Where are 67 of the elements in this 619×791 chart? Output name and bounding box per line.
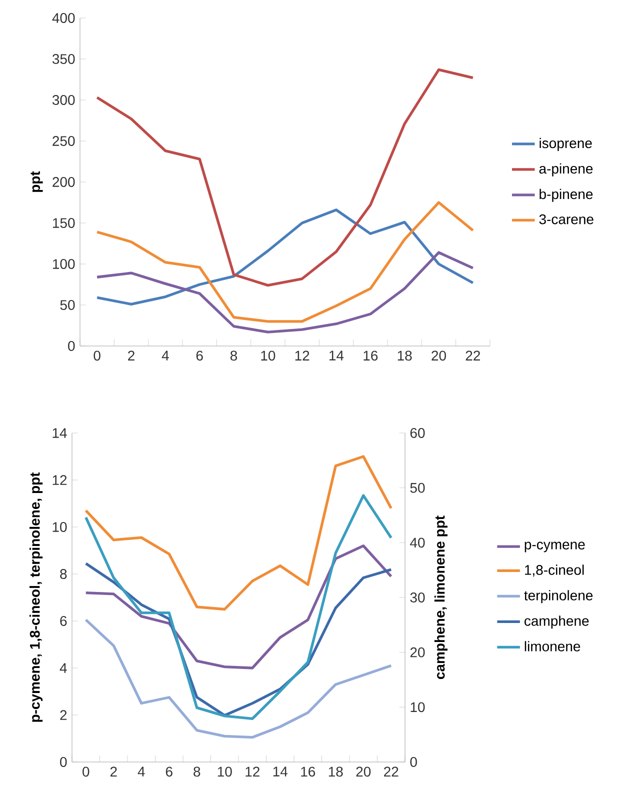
y-tick-label: 200 bbox=[52, 177, 75, 187]
y2-tick-label: 0 bbox=[410, 757, 417, 767]
y2-tick-label: 60 bbox=[410, 428, 425, 438]
legend-label: limonene bbox=[524, 641, 580, 652]
y2-tick-label: 20 bbox=[410, 647, 425, 658]
x-tick-label: 16 bbox=[301, 766, 316, 777]
legend-label: camphene bbox=[524, 616, 589, 629]
y-axis-title: p-cymene, 1,8-cineol, terpinolene, ppt bbox=[30, 472, 43, 722]
y-tick-label: 0 bbox=[68, 341, 75, 351]
y-tick-label: 0 bbox=[60, 757, 67, 767]
legend-label: terpinolene bbox=[524, 590, 593, 604]
y-tick-label: 6 bbox=[60, 616, 67, 626]
x-tick-label: 8 bbox=[194, 766, 200, 777]
x-tick-label: 20 bbox=[432, 350, 446, 361]
x-tick-label: 16 bbox=[364, 350, 378, 361]
y-tick-label: 100 bbox=[52, 259, 75, 269]
y-tick-label: 150 bbox=[52, 218, 75, 228]
y-tick-label: 300 bbox=[52, 95, 75, 105]
y-tick-label: 250 bbox=[52, 136, 75, 146]
y-tick-label: 8 bbox=[60, 569, 67, 579]
y-tick-label: 2 bbox=[60, 710, 67, 720]
line-series bbox=[96, 208, 474, 306]
y-tick-label: 14 bbox=[52, 428, 67, 438]
legend-label: 1,8-cineol bbox=[525, 564, 584, 577]
legend-label: a-pinene bbox=[539, 163, 593, 176]
line-series bbox=[84, 494, 392, 720]
line-series bbox=[96, 68, 474, 287]
y-tick-label: 400 bbox=[52, 13, 75, 23]
y2-axis-title: camphene, limonene ppt bbox=[434, 516, 448, 680]
x-tick-label: 12 bbox=[246, 766, 260, 776]
x-tick-label: 6 bbox=[196, 350, 203, 361]
x-tick-label: 14 bbox=[273, 766, 288, 776]
line-series bbox=[96, 201, 474, 323]
y-tick-label: 12 bbox=[52, 475, 67, 485]
x-tick-label: 20 bbox=[356, 766, 371, 777]
y2-tick-label: 30 bbox=[410, 592, 425, 602]
x-tick-label: 22 bbox=[384, 766, 398, 776]
x-tick-label: 12 bbox=[295, 350, 310, 360]
x-tick-label: 6 bbox=[166, 766, 172, 777]
y-axis-title: ppt bbox=[30, 171, 43, 192]
y2-tick-label: 10 bbox=[410, 702, 425, 712]
legend-label: isoprene bbox=[540, 138, 592, 151]
y-tick-label: 10 bbox=[52, 522, 67, 532]
legend-label: 3-carene bbox=[539, 214, 594, 224]
x-tick-label: 18 bbox=[398, 350, 412, 361]
line-series bbox=[96, 251, 474, 334]
x-tick-label: 0 bbox=[94, 350, 100, 361]
x-tick-label: 10 bbox=[261, 350, 276, 361]
y2-tick-label: 40 bbox=[410, 538, 425, 548]
x-tick-label: 10 bbox=[218, 766, 232, 777]
x-tick-label: 18 bbox=[328, 766, 343, 777]
y-tick-label: 4 bbox=[60, 663, 67, 673]
x-tick-label: 4 bbox=[138, 766, 145, 776]
line-series bbox=[84, 544, 392, 670]
x-tick-label: 4 bbox=[162, 350, 169, 360]
x-tick-label: 8 bbox=[230, 350, 238, 361]
line-series bbox=[84, 455, 392, 611]
x-tick-label: 2 bbox=[110, 766, 117, 776]
y2-tick-label: 50 bbox=[410, 482, 425, 493]
y-tick-label: 50 bbox=[60, 300, 75, 310]
y-tick-label: 350 bbox=[52, 54, 75, 64]
x-tick-label: 0 bbox=[82, 766, 90, 777]
legend-label: b-pinene bbox=[540, 188, 593, 202]
x-tick-label: 14 bbox=[330, 350, 344, 360]
legend-label: p-cymene bbox=[524, 542, 585, 552]
x-tick-label: 22 bbox=[466, 350, 480, 360]
x-tick-label: 2 bbox=[128, 350, 134, 360]
